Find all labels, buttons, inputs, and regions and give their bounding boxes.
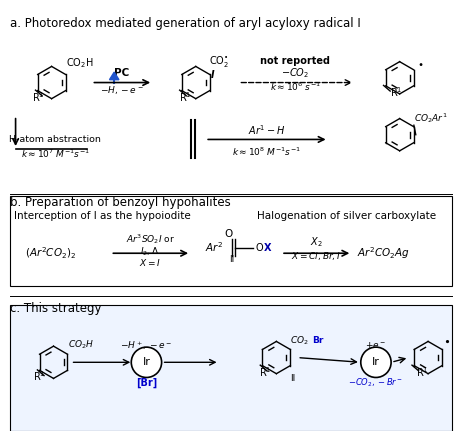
Text: $Ar^3SO_2I$ or: $Ar^3SO_2I$ or bbox=[126, 232, 175, 246]
Text: II: II bbox=[229, 255, 235, 264]
Text: $I_2, \Delta$: $I_2, \Delta$ bbox=[140, 245, 160, 258]
Text: I: I bbox=[211, 70, 215, 80]
Text: $k \approx 10^8\ M^{-1}s^{-1}$: $k \approx 10^8\ M^{-1}s^{-1}$ bbox=[232, 145, 301, 158]
Text: [Br]: [Br] bbox=[136, 378, 157, 388]
Text: Interception of I as the hypoiodite: Interception of I as the hypoiodite bbox=[14, 210, 191, 221]
Text: b. Preparation of benzoyl hypohalites: b. Preparation of benzoyl hypohalites bbox=[10, 196, 231, 210]
Text: $CO_2H$: $CO_2H$ bbox=[68, 339, 94, 351]
Text: $+e^-$: $+e^-$ bbox=[365, 340, 387, 350]
Text: $\mathregular{R^1}$: $\mathregular{R^1}$ bbox=[34, 370, 46, 383]
Text: $k \approx 10^7\ M^{-1}s^{-1}$: $k \approx 10^7\ M^{-1}s^{-1}$ bbox=[21, 148, 90, 160]
Text: $\bullet$: $\bullet$ bbox=[443, 335, 450, 346]
Text: $Ar^1-H$: $Ar^1-H$ bbox=[248, 123, 286, 137]
Text: Ir: Ir bbox=[372, 357, 380, 367]
Text: $\bullet$: $\bullet$ bbox=[417, 57, 423, 68]
Text: $\mathregular{CO_2H}$: $\mathregular{CO_2H}$ bbox=[66, 57, 93, 70]
Text: $X = Cl, Br, I$: $X = Cl, Br, I$ bbox=[291, 250, 341, 262]
Text: $\mathregular{R^1}$: $\mathregular{R^1}$ bbox=[416, 365, 428, 379]
Text: a. Photoredox mediated generation of aryl acyloxy radical I: a. Photoredox mediated generation of ary… bbox=[10, 17, 361, 30]
Text: Ir: Ir bbox=[143, 357, 150, 367]
Text: $-H^+, -e^-$: $-H^+, -e^-$ bbox=[120, 339, 173, 351]
Text: $-H, -e^-$: $-H, -e^-$ bbox=[100, 84, 144, 96]
Text: $X_2$: $X_2$ bbox=[310, 235, 322, 249]
Text: H-atom abstraction: H-atom abstraction bbox=[9, 135, 101, 144]
Text: $\mathregular{R^1}$: $\mathregular{R^1}$ bbox=[32, 90, 44, 104]
Text: $-CO_2, -Br^-$: $-CO_2, -Br^-$ bbox=[348, 377, 403, 389]
Text: $\mathregular{CO_2^{\bullet}}$: $\mathregular{CO_2^{\bullet}}$ bbox=[209, 54, 229, 69]
Text: $X = I$: $X = I$ bbox=[139, 257, 161, 268]
Text: c. This strategy: c. This strategy bbox=[10, 301, 101, 315]
Polygon shape bbox=[109, 72, 119, 80]
Text: $\mathregular{R^1}$: $\mathregular{R^1}$ bbox=[259, 365, 272, 379]
Text: not reported: not reported bbox=[260, 56, 330, 66]
Text: $(Ar^2CO_2)_2$: $(Ar^2CO_2)_2$ bbox=[25, 246, 76, 261]
Circle shape bbox=[131, 347, 162, 377]
Text: X: X bbox=[264, 243, 272, 252]
Text: $Ar^2CO_2Ag$: $Ar^2CO_2Ag$ bbox=[357, 245, 410, 261]
FancyBboxPatch shape bbox=[10, 196, 452, 286]
FancyBboxPatch shape bbox=[10, 305, 452, 431]
Text: O: O bbox=[255, 243, 263, 252]
Text: $Ar^2$: $Ar^2$ bbox=[205, 240, 224, 254]
Text: $\mathregular{R^1}$: $\mathregular{R^1}$ bbox=[390, 85, 402, 99]
Text: Halogenation of silver carboxylate: Halogenation of silver carboxylate bbox=[257, 210, 437, 221]
Text: $CO_2$: $CO_2$ bbox=[290, 334, 309, 347]
Circle shape bbox=[361, 347, 391, 377]
Text: II: II bbox=[290, 374, 295, 383]
Text: $CO_2Ar^1$: $CO_2Ar^1$ bbox=[414, 110, 447, 125]
Text: PC: PC bbox=[114, 68, 129, 78]
Text: Br: Br bbox=[312, 336, 324, 345]
Text: $-CO_2$: $-CO_2$ bbox=[281, 66, 310, 80]
Text: O: O bbox=[225, 229, 233, 239]
Text: $k \approx 10^6\ s^{-1}$: $k \approx 10^6\ s^{-1}$ bbox=[270, 81, 321, 94]
Text: $\mathregular{R^1}$: $\mathregular{R^1}$ bbox=[179, 90, 191, 104]
